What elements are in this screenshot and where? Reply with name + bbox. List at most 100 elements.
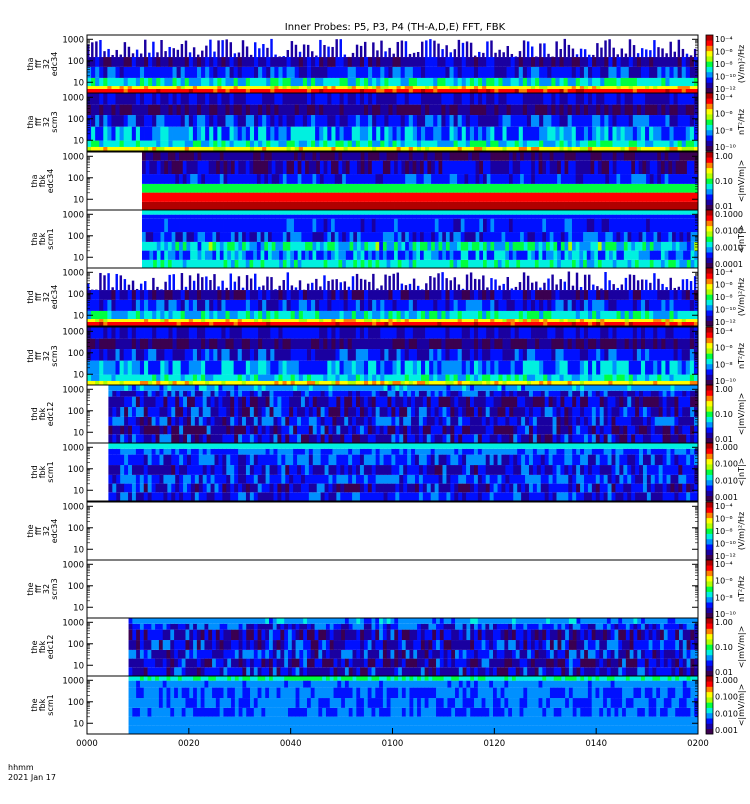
- spectrogram-cell: [242, 210, 246, 215]
- spectrogram-cell: [111, 127, 115, 141]
- spectrogram-cell: [335, 260, 339, 268]
- spectrogram-cell: [346, 202, 350, 210]
- spectrogram-cell: [335, 290, 339, 300]
- spectrogram-cell: [274, 78, 278, 86]
- spectrogram-cell: [298, 242, 302, 251]
- spectrogram-cell: [409, 152, 413, 161]
- spectrogram-cell: [531, 78, 535, 86]
- spectrogram-cell: [635, 152, 639, 161]
- spectrogram-cell: [646, 193, 650, 202]
- spectrogram-cell: [539, 242, 543, 251]
- spectrogram-cell: [668, 184, 672, 193]
- spectrogram-cell: [672, 260, 676, 268]
- spectrogram-cell: [470, 57, 474, 67]
- spectrogram-cell: [420, 210, 424, 215]
- spectrogram-cell: [466, 105, 470, 115]
- spectrogram-cell: [516, 174, 520, 184]
- spectrogram-cell: [587, 202, 591, 210]
- spectrogram-cell: [543, 300, 547, 311]
- colorbar-segment: [706, 51, 713, 57]
- spectrogram-cell: [168, 115, 172, 127]
- spectrogram-cell: [628, 260, 632, 268]
- spectrogram-cell: [319, 311, 323, 319]
- spectrogram-cell: [324, 260, 328, 268]
- spectrogram-cell: [547, 78, 551, 86]
- spectrogram-cell: [472, 210, 476, 215]
- spectrogram-cell: [331, 127, 335, 141]
- spectrogram-cell: [641, 105, 645, 115]
- colorbar-unit: <|mV/m|>: [737, 160, 746, 203]
- spectrogram-cell: [238, 300, 242, 311]
- spectrogram-cell: [405, 215, 409, 219]
- spectrogram-cell: [649, 322, 653, 326]
- spectrogram-cell: [682, 89, 686, 93]
- spectrogram-cell: [631, 161, 635, 174]
- spectrogram-cell: [234, 311, 238, 319]
- spectrogram-cell: [669, 147, 673, 151]
- spectrogram-cell: [686, 127, 690, 141]
- spectrogram-cell: [668, 152, 672, 161]
- spectrogram-cell: [128, 57, 132, 67]
- spectrogram-cell: [198, 242, 202, 251]
- spectrogram-cell: [264, 242, 268, 251]
- spectrogram-cell: [342, 210, 346, 215]
- spectrogram-cell: [649, 290, 653, 300]
- spectrogram-cell: [261, 232, 265, 242]
- spectrogram-cell: [124, 311, 128, 319]
- spectrogram-cell: [542, 184, 546, 193]
- spectrogram-spike: [107, 49, 109, 57]
- spectrogram-cell: [140, 141, 144, 147]
- spectrogram-cell: [453, 193, 457, 202]
- spectrogram-cell: [507, 105, 511, 115]
- spectrogram-cell: [535, 242, 539, 251]
- spectrogram-cell: [249, 219, 253, 232]
- spectrogram-spike: [258, 48, 260, 57]
- spectrogram-cell: [238, 242, 242, 251]
- spectrogram-spike: [437, 273, 439, 290]
- spectrogram-cell: [613, 219, 617, 232]
- spectrogram-spike: [209, 40, 211, 57]
- colorbar-segment: [706, 72, 713, 78]
- spectrogram-cell: [387, 232, 391, 242]
- spectrogram-cell: [268, 232, 272, 242]
- spectrogram-cell: [587, 260, 591, 268]
- spectrogram-cell: [335, 115, 339, 127]
- spectrogram-cell: [189, 78, 193, 86]
- spectrogram-cell: [416, 219, 420, 232]
- spectrogram-cell: [149, 215, 153, 219]
- spectrogram-cell: [576, 152, 580, 161]
- spectrogram-cell: [340, 93, 344, 105]
- spectrogram-cell: [417, 319, 421, 322]
- spectrogram-cell: [95, 105, 99, 115]
- spectrogram-cell: [487, 193, 491, 202]
- spectrogram-cell: [527, 242, 531, 251]
- spectrogram-cell: [168, 311, 172, 319]
- spectrogram-cell: [205, 127, 209, 141]
- spectrogram-cell: [295, 300, 299, 311]
- spectrogram-cell: [494, 300, 498, 311]
- spectrogram-cell: [309, 152, 313, 161]
- spectrogram-cell: [494, 290, 498, 300]
- spectrogram-cell: [604, 67, 608, 78]
- spectrogram-cell: [380, 300, 384, 311]
- spectrogram-cell: [299, 300, 303, 311]
- spectrogram-cell: [275, 202, 279, 210]
- spectrogram-cell: [394, 242, 398, 251]
- spectrogram-cell: [665, 147, 669, 151]
- spectrogram-cell: [527, 215, 531, 219]
- spectrogram-cell: [172, 184, 176, 193]
- spectrogram-cell: [642, 219, 646, 232]
- spectrogram-cell: [238, 260, 242, 268]
- spectrogram-cell: [516, 260, 520, 268]
- spectrogram-cell: [672, 251, 676, 260]
- colorbar-segment: [706, 189, 713, 195]
- spectrogram-cell: [234, 319, 238, 322]
- spectrogram-cell: [587, 215, 591, 219]
- spectrogram-cell: [279, 219, 283, 232]
- spectrogram-cell: [592, 300, 596, 311]
- spectrogram-cell: [238, 193, 242, 202]
- spectrogram-spike: [527, 276, 529, 290]
- spectrogram-cell: [212, 202, 216, 210]
- spectrogram-cell: [535, 67, 539, 78]
- spectrogram-cell: [91, 290, 95, 300]
